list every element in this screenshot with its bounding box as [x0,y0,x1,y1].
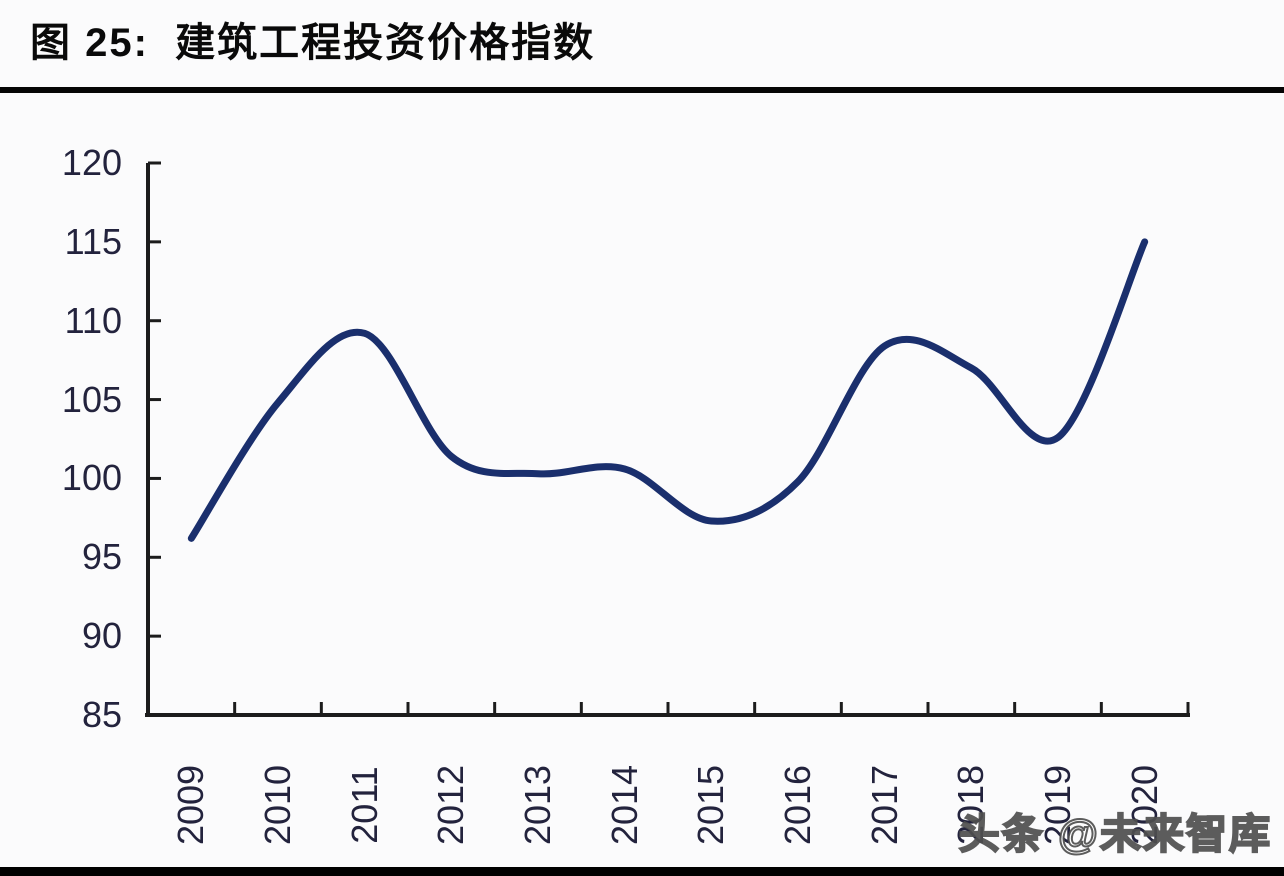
y-tick-label: 110 [64,299,122,341]
chart-title: 图 25: 建筑工程投资价格指数 [30,21,596,65]
y-tick-label: 100 [61,457,122,499]
title-underline [0,87,1284,93]
x-tick-label: 2014 [603,764,645,846]
y-tick-label: 120 [61,142,122,183]
bottom-bar [0,867,1284,876]
x-tick-label: 2011 [343,766,385,844]
x-tick-label: 2017 [863,764,905,846]
x-tick-label: 2015 [690,764,732,846]
x-tick-label: 2010 [257,764,298,846]
y-tick-label: 115 [64,220,122,262]
x-tick-label: 2013 [517,764,558,846]
y-tick-label: 85 [81,694,122,735]
y-tick-label: 105 [61,378,122,420]
price-index-line [187,238,1149,542]
x-tick-label: 2009 [170,764,212,846]
x-tick-label: 2016 [777,764,818,846]
y-tick-label: 95 [81,536,122,578]
watermark: 头条 @未来智库 [958,810,1272,858]
y-tick-label: 90 [81,615,122,657]
x-tick-label: 2012 [430,764,472,846]
